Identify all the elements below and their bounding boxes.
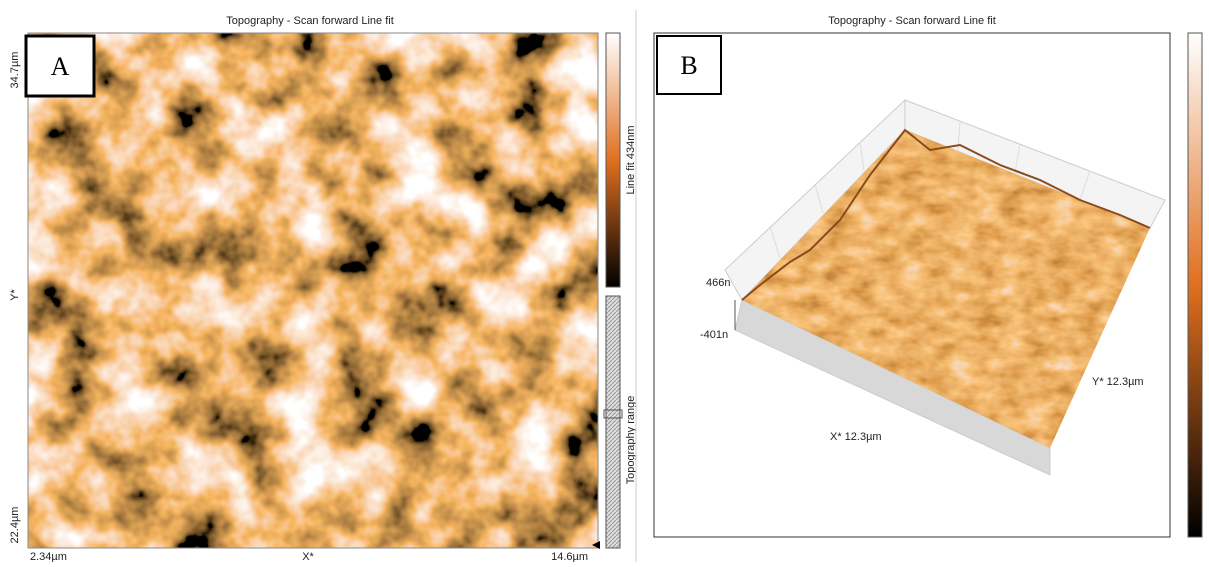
x-right: 14.6µm bbox=[551, 551, 588, 562]
panel-label: A bbox=[51, 52, 70, 81]
colorbar-label: Line fit 434nm bbox=[625, 125, 637, 194]
x-left: 2.34µm bbox=[30, 551, 67, 562]
panel-label: B bbox=[680, 51, 697, 80]
range-bar bbox=[606, 296, 620, 548]
y-axis: Y* 12.3µm bbox=[1092, 376, 1144, 388]
colorbar bbox=[606, 33, 620, 287]
range-label: Topography range bbox=[625, 396, 637, 485]
x-axis: X* 12.3µm bbox=[830, 431, 882, 443]
y-axis: Y* bbox=[9, 288, 21, 300]
z-bottom: -401n bbox=[700, 329, 728, 341]
figure: Topography - Scan forward Line fit A 34.… bbox=[0, 0, 1209, 562]
title: Topography - Scan forward Line fit bbox=[828, 15, 996, 27]
x-axis: X* bbox=[302, 551, 314, 562]
z-top: 466n bbox=[706, 277, 730, 289]
colorbar bbox=[1188, 33, 1202, 537]
y-top: 34.7µm bbox=[9, 52, 21, 89]
topography-image bbox=[28, 33, 598, 548]
title: Topography - Scan forward Line fit bbox=[226, 15, 394, 27]
y-bottom: 22.4µm bbox=[9, 507, 21, 544]
